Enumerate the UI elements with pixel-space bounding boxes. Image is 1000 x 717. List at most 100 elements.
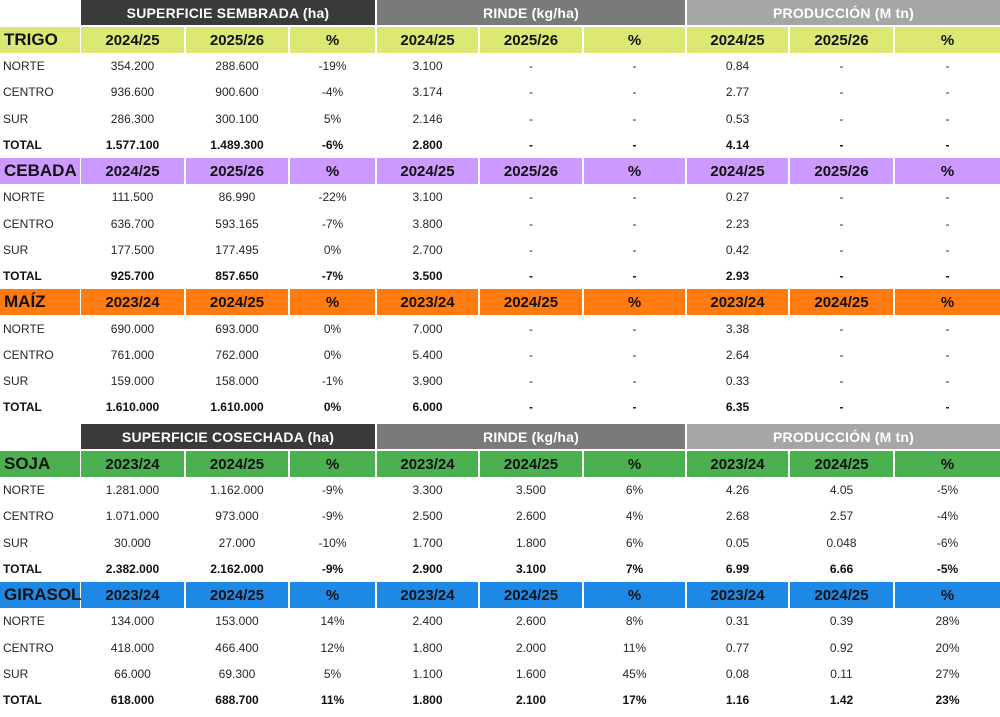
- table-cell: -: [529, 400, 533, 415]
- column-header: %: [290, 27, 375, 53]
- region-label: TOTAL: [3, 400, 42, 415]
- column-header: %: [584, 27, 685, 53]
- table-cell: 936.600: [110, 85, 155, 100]
- table-cell: 2.23: [725, 216, 750, 231]
- table-cell: -5%: [936, 562, 959, 577]
- table-cell: 0.27: [725, 190, 750, 205]
- region-label: CENTRO: [3, 216, 54, 231]
- table-cell: 2.57: [829, 509, 854, 524]
- column-header: 2023/24: [81, 451, 184, 477]
- column-header: %: [895, 158, 1000, 185]
- group-header-row: SUPERFICIE SEMBRADA (ha) RINDE (kg/ha) PRO…: [0, 0, 1000, 26]
- table-cell: 5%: [323, 666, 342, 681]
- table-cell: 593.165: [215, 216, 259, 231]
- table-cell: 177.495: [215, 242, 259, 257]
- table-row: SUR 30.000 27.000 -10% 1.700 1.800 6% 0.05 0.048…: [0, 530, 1000, 556]
- table-cell: 4.14: [725, 138, 750, 153]
- column-header: 2025/26: [186, 27, 288, 53]
- column-header: %: [895, 451, 1000, 477]
- table-row: CENTRO 1.071.000 973.000 -9% 2.500 2.600 4% 2.6…: [0, 503, 1000, 529]
- crop-name: GIRASOL: [0, 582, 81, 609]
- region-label: NORTE: [3, 483, 45, 498]
- table-cell: 0%: [323, 242, 342, 257]
- table-cell: -7%: [321, 269, 344, 284]
- table-cell: -: [529, 374, 533, 389]
- table-cell: -: [839, 59, 844, 74]
- table-cell: -: [632, 85, 637, 100]
- group-header-area: SUPERFICIE COSECHADA (ha): [81, 424, 375, 449]
- table-cell: -: [839, 216, 844, 231]
- column-header: 2024/25: [480, 582, 582, 609]
- crop-header-row: MAÍZ 2023/24 2024/25% 2023/24 2024/25% 2023/2…: [0, 289, 1000, 316]
- table-row: SUR 177.500 177.495 0% 2.700 - - 0.42 - -: [0, 237, 1000, 263]
- table-cell: -6%: [321, 138, 344, 153]
- table-cell: 1.800: [412, 693, 443, 708]
- column-header: 2024/25: [790, 289, 893, 316]
- column-header: 2025/26: [186, 158, 288, 185]
- crop-header-row: TRIGO 2024/25 2025/26% 2024/25 2025/26% 2024/…: [0, 27, 1000, 53]
- table-cell: -: [839, 347, 844, 362]
- table-cell: 2.162.000: [210, 562, 264, 577]
- table-cell: -: [632, 347, 637, 362]
- table-cell: 2.600: [515, 614, 547, 629]
- table-cell: -: [839, 374, 844, 389]
- table-cell: -: [632, 242, 637, 257]
- crop-header-row: SOJA 2023/24 2024/25% 2023/24 2024/25% 2023/2…: [0, 451, 1000, 477]
- table-cell: 14%: [320, 614, 345, 629]
- table-cell: 925.700: [110, 269, 155, 284]
- table-cell: 857.650: [215, 269, 259, 284]
- table-cell: -: [945, 321, 950, 336]
- table-cell: -10%: [318, 535, 347, 550]
- table-cell: 2.800: [412, 138, 443, 153]
- table-cell: 4.26: [725, 483, 750, 498]
- table-cell: 8%: [625, 614, 644, 629]
- table-cell: 23%: [935, 693, 960, 708]
- table-cell: 3.100: [412, 59, 443, 74]
- table-cell: 111.500: [111, 190, 154, 205]
- region-label: NORTE: [3, 614, 45, 629]
- region-label: TOTAL: [3, 269, 42, 284]
- table-cell: 3.800: [412, 216, 443, 231]
- table-cell: 6%: [625, 483, 644, 498]
- column-header: %: [584, 289, 685, 316]
- table-row: NORTE 354.200 288.600 -19% 3.100 - - 0.84 - -: [0, 53, 1000, 79]
- table-cell: 7%: [625, 562, 644, 577]
- table-cell: -: [945, 400, 950, 415]
- table-cell: 6.000: [412, 400, 443, 415]
- table-cell: 354.200: [110, 59, 155, 74]
- table-cell: 69.300: [218, 666, 256, 681]
- table-cell: 2.382.000: [105, 562, 160, 577]
- column-header: 2024/25: [790, 582, 893, 609]
- table-cell: 20%: [935, 640, 960, 655]
- table-cell: -: [529, 59, 533, 74]
- table-cell: 12%: [320, 640, 345, 655]
- column-header: %: [290, 289, 375, 316]
- column-header: 2024/25: [790, 451, 893, 477]
- table-cell: 762.000: [215, 347, 259, 362]
- column-header: 2024/25: [377, 27, 478, 53]
- table-cell: -: [529, 190, 533, 205]
- crop-name: SOJA: [0, 451, 80, 477]
- table-cell: -: [945, 216, 950, 231]
- table-cell: 11%: [320, 693, 345, 708]
- table-cell: -: [632, 216, 637, 231]
- column-header: 2023/24: [81, 289, 184, 316]
- table-cell: 0%: [323, 321, 342, 336]
- table-cell: 4.05: [829, 483, 854, 498]
- table-cell: 1.16: [725, 693, 750, 708]
- column-header: 2023/24: [377, 451, 478, 477]
- crop-header-row: CEBADA 2024/25 2025/26% 2024/25 2025/26% 2024…: [0, 158, 1000, 185]
- region-label: NORTE: [3, 190, 45, 205]
- table-row: NORTE 111.500 86.990 -22% 3.100 - - 0.27 - -: [0, 184, 1000, 210]
- table-cell: 618.000: [110, 693, 155, 708]
- column-header: %: [290, 158, 375, 185]
- region-label: SUR: [3, 374, 29, 389]
- table-cell: -: [529, 138, 533, 153]
- table-cell: 973.000: [215, 509, 259, 524]
- column-header: %: [895, 289, 1000, 316]
- group-header-production: PRODUCCIÓN (M tn): [687, 0, 1000, 25]
- region-label: TOTAL: [3, 562, 42, 577]
- table-cell: 0.39: [829, 614, 854, 629]
- column-header: %: [584, 158, 685, 185]
- table-cell: 66.000: [114, 666, 151, 681]
